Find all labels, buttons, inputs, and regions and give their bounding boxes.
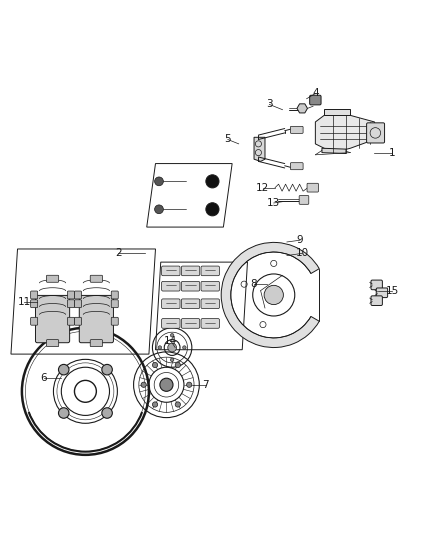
FancyBboxPatch shape <box>181 319 200 328</box>
FancyBboxPatch shape <box>299 196 309 204</box>
Polygon shape <box>315 115 377 152</box>
Text: 11: 11 <box>18 296 31 306</box>
FancyBboxPatch shape <box>31 300 38 308</box>
FancyBboxPatch shape <box>307 183 318 192</box>
Text: 3: 3 <box>266 100 273 109</box>
Circle shape <box>168 343 177 352</box>
Text: 7: 7 <box>202 379 209 390</box>
FancyBboxPatch shape <box>371 280 382 290</box>
FancyBboxPatch shape <box>46 275 59 282</box>
FancyBboxPatch shape <box>74 317 81 325</box>
FancyBboxPatch shape <box>310 95 321 105</box>
Polygon shape <box>324 109 350 115</box>
Circle shape <box>102 408 112 418</box>
Text: 9: 9 <box>297 235 304 245</box>
FancyBboxPatch shape <box>181 299 200 309</box>
FancyBboxPatch shape <box>201 266 219 276</box>
Circle shape <box>175 362 180 368</box>
FancyBboxPatch shape <box>111 291 118 299</box>
Circle shape <box>155 177 163 185</box>
FancyBboxPatch shape <box>201 281 219 291</box>
FancyBboxPatch shape <box>162 281 180 291</box>
Circle shape <box>170 334 174 337</box>
Circle shape <box>160 378 173 391</box>
Circle shape <box>158 346 162 349</box>
FancyBboxPatch shape <box>201 319 219 328</box>
Circle shape <box>152 402 158 407</box>
FancyBboxPatch shape <box>367 123 385 143</box>
FancyBboxPatch shape <box>290 126 303 133</box>
FancyBboxPatch shape <box>201 299 219 309</box>
FancyBboxPatch shape <box>181 281 200 291</box>
FancyBboxPatch shape <box>90 340 102 346</box>
Polygon shape <box>254 138 265 161</box>
FancyBboxPatch shape <box>376 288 388 297</box>
FancyBboxPatch shape <box>290 163 303 169</box>
Text: 14: 14 <box>164 336 177 346</box>
FancyBboxPatch shape <box>371 296 382 305</box>
FancyBboxPatch shape <box>31 291 38 299</box>
Text: 15: 15 <box>385 286 399 296</box>
Circle shape <box>175 402 180 407</box>
Text: 4: 4 <box>312 88 319 99</box>
FancyBboxPatch shape <box>31 317 38 325</box>
FancyBboxPatch shape <box>67 291 74 299</box>
FancyBboxPatch shape <box>74 300 81 308</box>
Circle shape <box>74 381 96 402</box>
FancyBboxPatch shape <box>74 291 81 299</box>
FancyBboxPatch shape <box>162 299 180 309</box>
FancyBboxPatch shape <box>162 266 180 276</box>
Circle shape <box>155 205 163 214</box>
FancyBboxPatch shape <box>67 317 74 325</box>
Circle shape <box>183 346 186 349</box>
FancyBboxPatch shape <box>90 275 102 282</box>
FancyBboxPatch shape <box>162 319 180 328</box>
Circle shape <box>102 365 112 375</box>
Circle shape <box>170 358 174 361</box>
FancyBboxPatch shape <box>111 300 118 308</box>
Polygon shape <box>322 148 346 154</box>
Text: 2: 2 <box>115 248 122 259</box>
Circle shape <box>59 365 69 375</box>
Circle shape <box>206 203 219 216</box>
Text: 8: 8 <box>251 279 258 289</box>
Text: 10: 10 <box>296 248 309 259</box>
Text: 6: 6 <box>40 373 47 383</box>
Text: 1: 1 <box>389 148 396 158</box>
Wedge shape <box>221 243 319 348</box>
FancyBboxPatch shape <box>35 295 70 343</box>
FancyBboxPatch shape <box>79 295 113 343</box>
Circle shape <box>59 408 69 418</box>
Circle shape <box>264 285 283 304</box>
Circle shape <box>187 382 192 387</box>
Circle shape <box>152 362 158 368</box>
FancyBboxPatch shape <box>181 266 200 276</box>
Text: 12: 12 <box>256 183 269 192</box>
Circle shape <box>206 175 219 188</box>
Circle shape <box>141 382 146 387</box>
FancyBboxPatch shape <box>46 340 59 346</box>
FancyBboxPatch shape <box>111 317 118 325</box>
Text: 5: 5 <box>224 134 231 144</box>
Text: 13: 13 <box>267 198 280 208</box>
FancyBboxPatch shape <box>67 300 74 308</box>
